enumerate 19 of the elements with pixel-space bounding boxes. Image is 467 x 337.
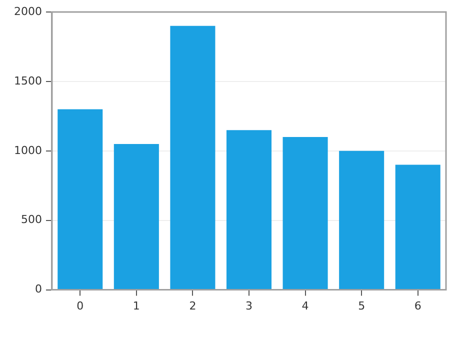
- x-tick-label: 2: [189, 299, 196, 312]
- bar: [282, 137, 328, 290]
- x-tick-label: 0: [76, 299, 84, 312]
- x-tick-label: 4: [302, 299, 309, 312]
- bar: [395, 164, 440, 290]
- y-tick-label: 500: [20, 213, 42, 226]
- bar: [226, 130, 272, 290]
- bar: [58, 109, 103, 290]
- bar: [114, 144, 159, 290]
- x-tick-label: 5: [358, 299, 366, 312]
- y-tick-label: 1000: [14, 144, 42, 157]
- x-tick-label: 1: [132, 299, 140, 312]
- bar: [170, 26, 216, 290]
- bar: [339, 150, 384, 290]
- x-tick-label: 6: [414, 299, 422, 312]
- y-tick-label: 2000: [14, 4, 42, 18]
- y-tick-label: 1500: [14, 74, 42, 88]
- y-tick-label: 0: [34, 282, 42, 296]
- x-tick-label: 3: [245, 299, 252, 312]
